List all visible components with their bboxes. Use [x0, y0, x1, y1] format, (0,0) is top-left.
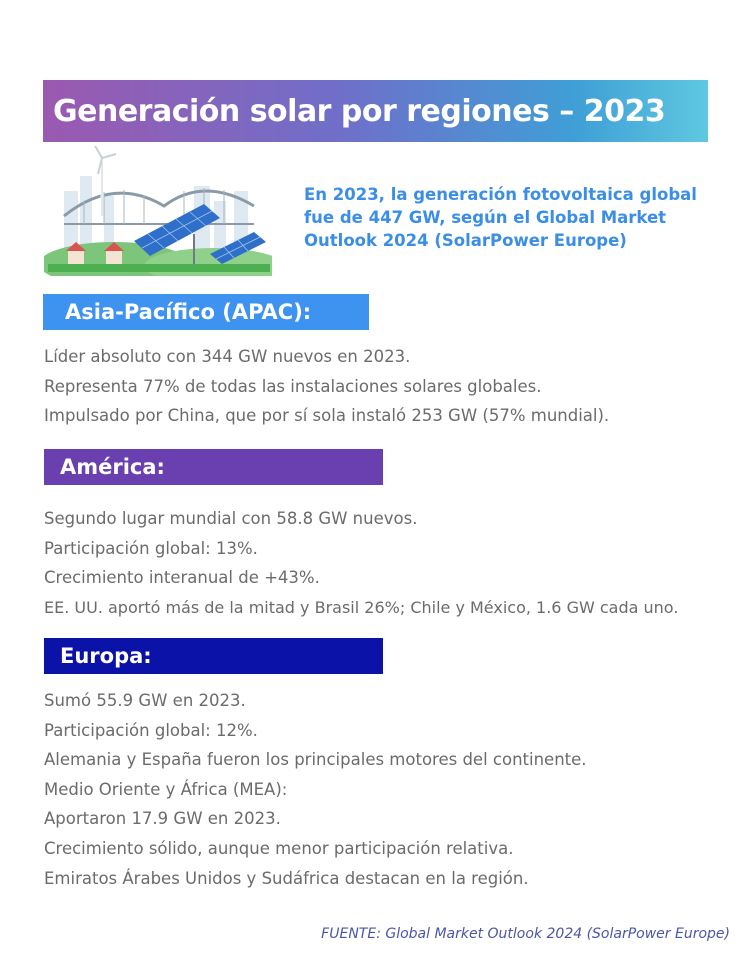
- section-body-america: Segundo lugar mundial con 58.8 GW nuevos…: [44, 504, 678, 622]
- title-banner: Generación solar por regiones – 2023: [43, 80, 708, 142]
- body-line: Participación global: 13%.: [44, 538, 258, 558]
- section-body-apac: Líder absoluto con 344 GW nuevos en 2023…: [44, 342, 609, 431]
- body-line: Emiratos Árabes Unidos y Sudáfrica desta…: [44, 868, 529, 888]
- section-body-europa: Sumó 55.9 GW en 2023. Participación glob…: [44, 686, 587, 893]
- body-line: Alemania y España fueron los principales…: [44, 750, 587, 770]
- body-line: Aportaron 17.9 GW en 2023.: [44, 809, 281, 829]
- body-line: Medio Oriente y África (MEA):: [44, 779, 288, 799]
- page-title: Generación solar por regiones – 2023: [53, 93, 666, 129]
- body-line: Participación global: 12%.: [44, 720, 258, 740]
- section-heading-america: América:: [44, 449, 383, 485]
- body-line: Crecimiento sólido, aunque menor partici…: [44, 838, 514, 858]
- section-heading-europa: Europa:: [44, 638, 383, 674]
- body-line: Impulsado por China, que por sí sola ins…: [44, 406, 610, 426]
- body-line: Representa 77% de todas las instalacione…: [44, 376, 542, 396]
- body-line: EE. UU. aportó más de la mitad y Brasil …: [44, 597, 679, 617]
- solar-illustration: [44, 146, 272, 276]
- body-line: Sumó 55.9 GW en 2023.: [44, 691, 246, 710]
- section-heading-apac: Asia-Pacífico (APAC):: [43, 294, 369, 330]
- source-note: FUENTE: Global Market Outlook 2024 (Sola…: [321, 926, 730, 942]
- body-line: Líder absoluto con 344 GW nuevos en 2023…: [44, 347, 411, 366]
- body-line: Segundo lugar mundial con 58.8 GW nuevos…: [44, 509, 418, 528]
- intro-text: En 2023, la generación fotovoltaica glob…: [304, 185, 697, 250]
- body-line: Crecimiento interanual de +43%.: [44, 568, 320, 588]
